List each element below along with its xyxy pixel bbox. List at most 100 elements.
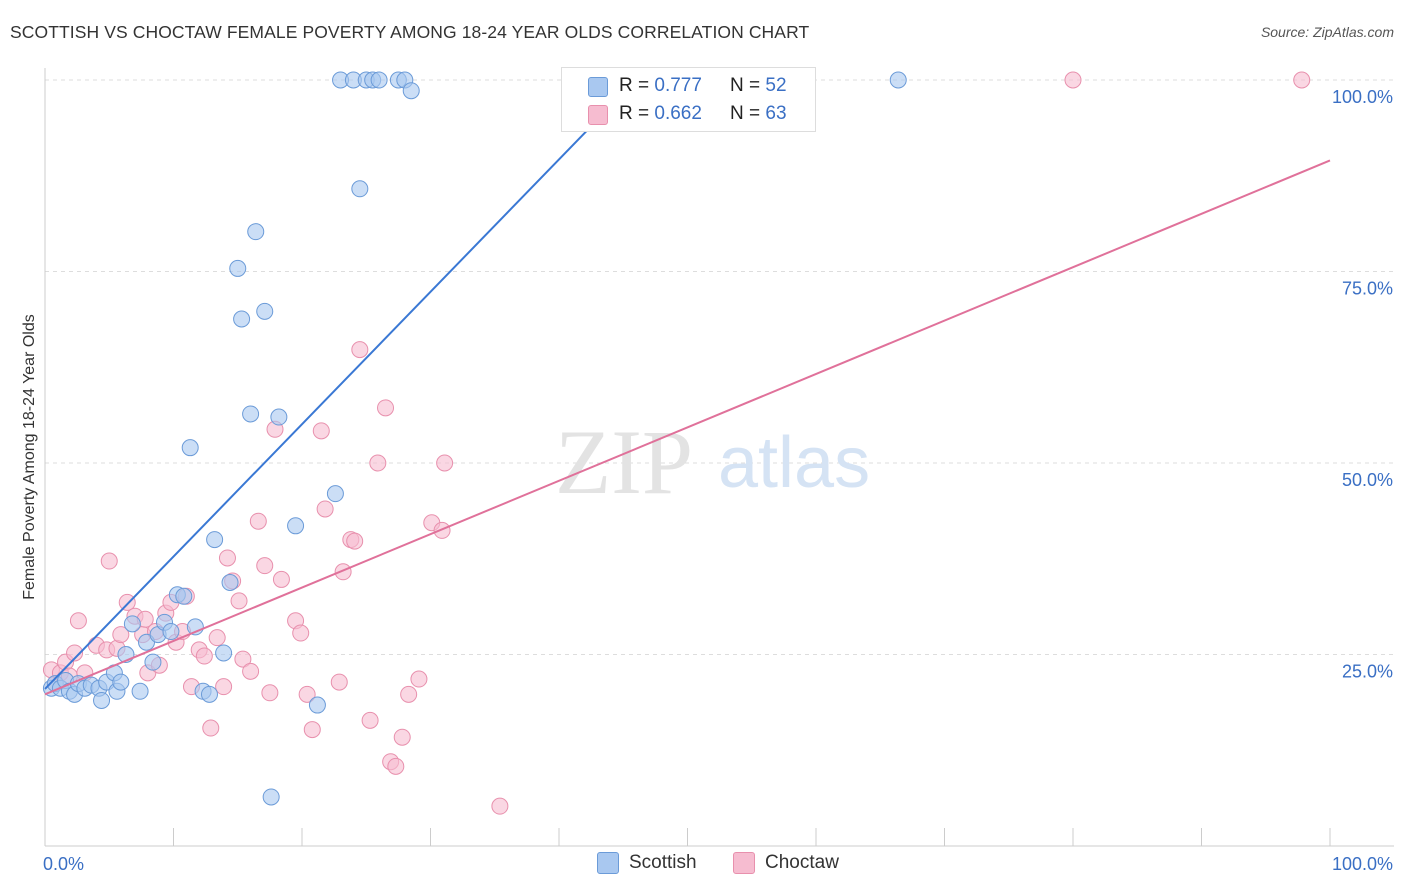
scottish-point (242, 405, 260, 423)
legend-scottish-label: Scottish (629, 852, 697, 873)
scottish-point (256, 302, 274, 320)
choctaw-point (100, 552, 118, 570)
scottish-point (402, 82, 420, 100)
trend-lines (44, 79, 1331, 696)
choctaw-point (346, 532, 364, 550)
choctaw-point (410, 670, 428, 688)
choctaw-point (436, 454, 454, 472)
choctaw-point (195, 647, 213, 665)
y-tick-label: 100.0% (1332, 87, 1393, 107)
choctaw-point (218, 549, 236, 567)
choctaw-point (234, 650, 252, 668)
stats-row-scottish: R = 0.777 N = 52 (562, 73, 815, 99)
choctaw-point (361, 711, 379, 729)
scottish-r-value: 0.777 (654, 75, 702, 96)
choctaw-point (292, 624, 310, 642)
choctaw-n-value: 63 (765, 103, 787, 124)
scottish-point (351, 180, 369, 198)
scottish-point (200, 685, 218, 703)
choctaw-point (249, 512, 267, 530)
choctaw-r-label: R = (619, 103, 650, 124)
scottish-point (181, 439, 199, 457)
choctaw-point (1293, 71, 1311, 89)
stats-row-choctaw: R = 0.662 N = 63 (562, 101, 815, 127)
watermark-atlas: atlas (718, 423, 870, 503)
scottish-point (270, 408, 288, 426)
gridlines (45, 79, 1394, 655)
choctaw-point (242, 662, 260, 680)
stats-box: R = 0.777 N = 52 R = 0.662 N = 63 (561, 67, 816, 132)
x-tick-label: 0.0% (43, 854, 84, 874)
scottish-n-label: N = (730, 75, 761, 96)
choctaw-point (377, 399, 395, 417)
scottish-r-label: R = (619, 75, 650, 96)
choctaw-point (118, 593, 136, 611)
choctaw-swatch (588, 105, 608, 125)
choctaw-point (1064, 71, 1082, 89)
choctaw-point (491, 797, 509, 815)
source-label: Source: ZipAtlas.com (1260, 24, 1394, 40)
scottish-point (206, 531, 224, 549)
scottish-point (123, 615, 141, 633)
choctaw-point (330, 673, 348, 691)
choctaw-point (393, 728, 411, 746)
choctaw-point (303, 721, 321, 739)
scottish-point (889, 71, 907, 89)
chart-title: SCOTTISH VS CHOCTAW FEMALE POVERTY AMONG… (10, 22, 810, 42)
scottish-point (131, 682, 149, 700)
watermark: ZIP atlas (555, 411, 870, 513)
choctaw-point (351, 341, 369, 359)
x-tick-label: 100.0% (1332, 854, 1393, 874)
choctaw-point (400, 685, 418, 703)
legend-scottish: Scottish (597, 852, 697, 874)
tick-labels: 25.0% 50.0% 75.0% 100.0% 0.0% 100.0% (43, 87, 1393, 874)
choctaw-point (66, 644, 84, 662)
scottish-point (262, 788, 280, 806)
scottish-point (112, 673, 130, 691)
watermark-zip: ZIP (555, 411, 693, 513)
choctaw-point (112, 626, 130, 644)
scottish-point (215, 644, 233, 662)
scottish-point (221, 573, 239, 591)
choctaw-point (202, 719, 220, 737)
choctaw-point (369, 454, 387, 472)
scottish-point (229, 259, 247, 277)
choctaw-n-label: N = (730, 103, 761, 124)
scottish-swatch (588, 77, 608, 97)
scottish-point (162, 623, 180, 641)
legend-choctaw: Choctaw (733, 852, 839, 874)
choctaw-point (387, 757, 405, 775)
y-tick-label: 50.0% (1342, 470, 1393, 490)
y-tick-label: 25.0% (1342, 662, 1393, 682)
legend-scottish-swatch (597, 852, 619, 874)
scottish-trend-line (44, 79, 637, 690)
scottish-point (287, 517, 305, 535)
scottish-point (326, 485, 344, 503)
scottish-n-value: 52 (765, 75, 787, 96)
scottish-point (93, 691, 111, 709)
scottish-point (175, 587, 193, 605)
scottish-point (308, 696, 326, 714)
choctaw-point (316, 500, 334, 518)
scottish-point (370, 71, 388, 89)
choctaw-point (261, 684, 279, 702)
choctaw-point (69, 612, 87, 630)
choctaw-trend-line (44, 159, 1331, 696)
choctaw-r-value: 0.662 (654, 103, 702, 124)
choctaw-point (256, 557, 274, 575)
legend-choctaw-label: Choctaw (765, 852, 839, 873)
scottish-point (233, 310, 251, 328)
axes (44, 68, 1394, 847)
data-points (42, 71, 1311, 815)
choctaw-point (230, 592, 248, 610)
choctaw-point (312, 422, 330, 440)
scottish-point (144, 653, 162, 671)
choctaw-point (298, 685, 316, 703)
choctaw-point (215, 678, 233, 696)
scottish-point (247, 223, 265, 241)
y-tick-label: 75.0% (1342, 279, 1393, 299)
choctaw-point (208, 629, 226, 647)
choctaw-point (272, 570, 290, 588)
legend-choctaw-swatch (733, 852, 755, 874)
